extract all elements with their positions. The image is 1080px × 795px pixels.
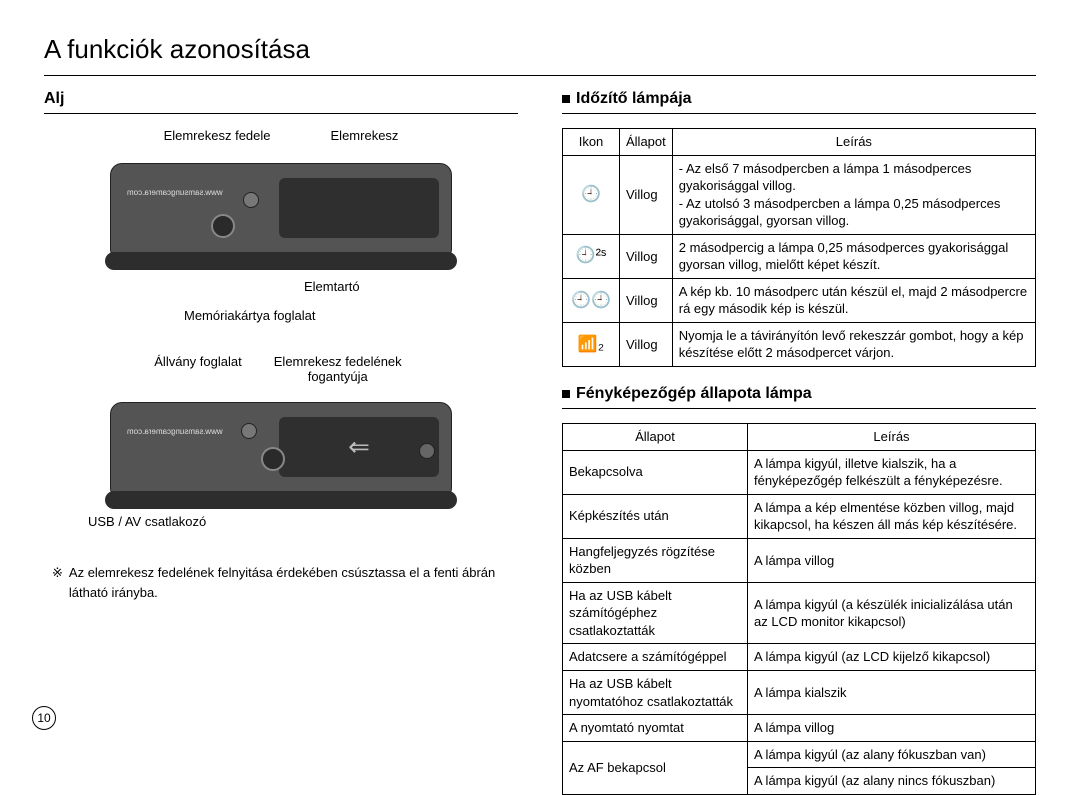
table-row: Hangfeljegyzés rögzítése közbenA lámpa v… xyxy=(563,538,1036,582)
status-desc-cell: A lámpa kigyúl (az alany nincs fókuszban… xyxy=(747,768,1035,795)
screw-icon xyxy=(243,192,259,208)
timer-desc-cell: 2 másodpercig a lámpa 0,25 másodperces g… xyxy=(672,234,1035,278)
label-batt-holder: Elemtartó xyxy=(304,273,518,302)
tripod-hole-icon xyxy=(211,214,235,238)
status-desc-cell: A lámpa villog xyxy=(747,538,1035,582)
timer-icon-cell: 📶₂ xyxy=(563,322,620,366)
note-text: Az elemrekesz fedelének felnyitása érdek… xyxy=(69,563,510,602)
table-row: Adatcsere a számítógéppelA lámpa kigyúl … xyxy=(563,644,1036,671)
page-title: A funkciók azonosítása xyxy=(44,34,1036,76)
status-state-cell: Adatcsere a számítógéppel xyxy=(563,644,748,671)
timer-status-cell: Villog xyxy=(620,234,673,278)
status-desc-cell: A lámpa kialszik xyxy=(747,671,1035,715)
open-lid xyxy=(279,178,439,238)
square-bullet-icon xyxy=(562,390,570,398)
status-desc-cell: A lámpa kigyúl (az alany fókuszban van) xyxy=(747,741,1035,768)
status-th-state: Állapot xyxy=(563,424,748,451)
status-state-cell: Képkészítés után xyxy=(563,494,748,538)
status-table: Állapot Leírás BekapcsolvaA lámpa kigyúl… xyxy=(562,423,1036,795)
timer-status-cell: Villog xyxy=(620,155,673,234)
table-row: Az AF bekapcsolA lámpa kigyúl (az alany … xyxy=(563,741,1036,768)
table-row: 🕘🕘VillogA kép kb. 10 másodperc után kész… xyxy=(563,278,1036,322)
status-desc-cell: A lámpa kigyúl (a készülék inicializálás… xyxy=(747,582,1035,644)
closed-lid-arrow xyxy=(279,417,439,477)
camera-diagram-closed: www.samsungcamera.com xyxy=(110,402,452,500)
status-desc-cell: A lámpa kigyúl (az LCD kijelző kikapcsol… xyxy=(747,644,1035,671)
status-state-cell: Ha az USB kábelt számítógéphez csatlakoz… xyxy=(563,582,748,644)
status-heading-text: Fényképezőgép állapota lámpa xyxy=(576,385,812,403)
label-batt-compartment: Elemrekesz xyxy=(331,128,399,143)
status-state-cell: Az AF bekapcsol xyxy=(563,741,748,794)
timer-icon-cell: 🕘²ˢ xyxy=(563,234,620,278)
camera-diagram-open: www.samsungcamera.com xyxy=(110,163,452,261)
status-heading: Fényképezőgép állapota lámpa xyxy=(562,385,1036,409)
status-state-cell: Bekapcsolva xyxy=(563,450,748,494)
note-marker: ※ xyxy=(52,563,63,602)
table-row: Ha az USB kábelt nyomtatóhoz csatlakozta… xyxy=(563,671,1036,715)
timer-desc-cell: - Az első 7 másodpercben a lámpa 1 másod… xyxy=(672,155,1035,234)
timer-heading: Időzítő lámpája xyxy=(562,90,1036,114)
label-cover-handle: Elemrekesz fedelének fogantyúja xyxy=(268,354,408,384)
timer-icon-cell: 🕘🕘 xyxy=(563,278,620,322)
table-row: Ha az USB kábelt számítógéphez csatlakoz… xyxy=(563,582,1036,644)
timer-table: Ikon Állapot Leírás 🕘Villog- Az első 7 m… xyxy=(562,128,1036,367)
table-row: A nyomtató nyomtatA lámpa villog xyxy=(563,715,1036,742)
timer-th-status: Állapot xyxy=(620,129,673,156)
status-desc-cell: A lámpa villog xyxy=(747,715,1035,742)
timer-icon-cell: 🕘 xyxy=(563,155,620,234)
screw-icon xyxy=(241,423,257,439)
timer-status-cell: Villog xyxy=(620,322,673,366)
status-desc-cell: A lámpa kigyúl, illetve kialszik, ha a f… xyxy=(747,450,1035,494)
label-mem-slot: Memóriakártya foglalat xyxy=(184,302,518,331)
table-row: 📶₂VillogNyomja le a távirányítón levő re… xyxy=(563,322,1036,366)
timer-desc-cell: A kép kb. 10 másodperc után készül el, m… xyxy=(672,278,1035,322)
status-state-cell: A nyomtató nyomtat xyxy=(563,715,748,742)
timer-status-cell: Villog xyxy=(620,278,673,322)
status-desc-cell: A lámpa a kép elmentése közben villog, m… xyxy=(747,494,1035,538)
label-tripod: Állvány foglalat xyxy=(154,354,241,384)
table-row: Képkészítés utánA lámpa a kép elmentése … xyxy=(563,494,1036,538)
diagram-top-area: Elemrekesz fedele Elemrekesz www.samsung… xyxy=(44,128,518,529)
table-row: BekapcsolvaA lámpa kigyúl, illetve kials… xyxy=(563,450,1036,494)
status-th-desc: Leírás xyxy=(747,424,1035,451)
table-row: 🕘Villog- Az első 7 másodpercben a lámpa … xyxy=(563,155,1036,234)
timer-desc-cell: Nyomja le a távirányítón levő rekeszzár … xyxy=(672,322,1035,366)
status-state-cell: Hangfeljegyzés rögzítése közben xyxy=(563,538,748,582)
left-heading: Alj xyxy=(44,90,518,114)
label-batt-cover: Elemrekesz fedele xyxy=(164,128,271,143)
table-row: 🕘²ˢVillog2 másodpercig a lámpa 0,25 máso… xyxy=(563,234,1036,278)
tripod-hole-icon xyxy=(261,447,285,471)
page-number: 10 xyxy=(32,706,56,730)
timer-th-icon: Ikon xyxy=(563,129,620,156)
camera-url-2: www.samsungcamera.com xyxy=(127,427,223,436)
status-state-cell: Ha az USB kábelt nyomtatóhoz csatlakozta… xyxy=(563,671,748,715)
timer-heading-text: Időzítő lámpája xyxy=(576,90,692,108)
camera-url: www.samsungcamera.com xyxy=(127,188,223,197)
square-bullet-icon xyxy=(562,95,570,103)
label-usb: USB / AV csatlakozó xyxy=(88,514,518,529)
timer-th-desc: Leírás xyxy=(672,129,1035,156)
